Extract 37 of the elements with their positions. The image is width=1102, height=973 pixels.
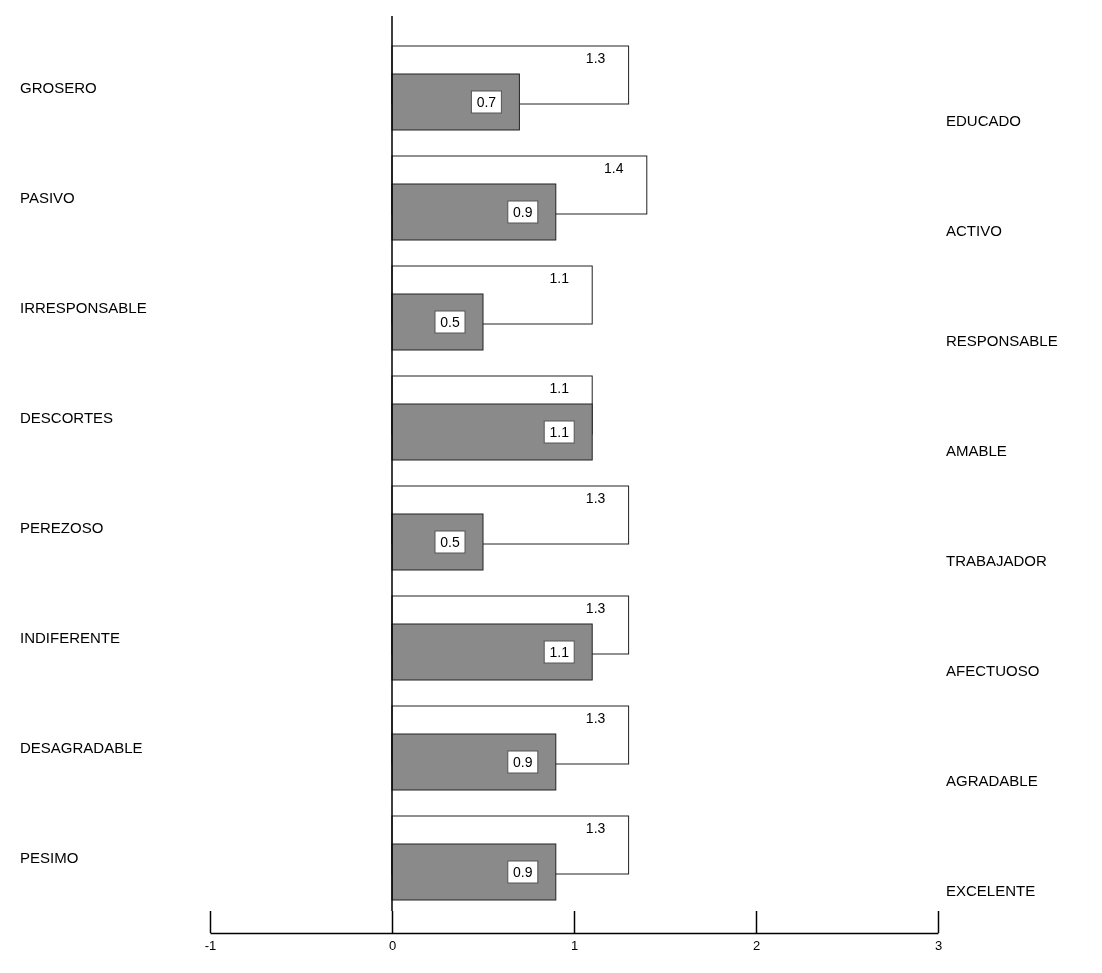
y-tick-label: IRRESPONSABLE bbox=[20, 299, 147, 316]
y2-tick-label: ACTIVO bbox=[946, 222, 1002, 239]
x-tick-label: 0 bbox=[388, 938, 397, 954]
data-label: 1.4 bbox=[604, 160, 624, 176]
data-label: 0.9 bbox=[513, 754, 533, 770]
y-tick-label: PESIMO bbox=[20, 849, 79, 866]
data-label: 0.9 bbox=[513, 864, 533, 880]
y2-tick-label: RESPONSABLE bbox=[946, 332, 1058, 349]
y-tick-label: PASIVO bbox=[20, 189, 75, 206]
x-tick-label: -1 bbox=[204, 938, 217, 954]
data-label: 1.1 bbox=[549, 380, 570, 396]
y2-tick-label: AGRADABLE bbox=[946, 772, 1038, 789]
y2-tick-label: AFECTUOSO bbox=[946, 662, 1040, 679]
data-label: 0.5 bbox=[440, 534, 460, 550]
data-label: 0.9 bbox=[513, 204, 533, 220]
y-tick-label: GROSERO bbox=[20, 79, 97, 96]
y2-tick-label: EXCELENTE bbox=[946, 882, 1036, 899]
x-tick-label: 1 bbox=[570, 938, 579, 954]
y-tick-label: DESAGRADABLE bbox=[20, 739, 143, 756]
data-label: 1.3 bbox=[585, 490, 606, 506]
data-label: 1.3 bbox=[585, 600, 606, 616]
data-label: 1.1 bbox=[549, 270, 570, 286]
y-tick-label: INDIFERENTE bbox=[20, 629, 121, 646]
y-tick-label: PEREZOSO bbox=[20, 519, 104, 536]
y-tick-label: DESCORTES bbox=[20, 409, 114, 426]
y2-tick-label: TRABAJADOR bbox=[946, 552, 1048, 569]
data-label: 1.3 bbox=[585, 710, 606, 726]
y2-tick-label: EDUCADO bbox=[946, 112, 1022, 129]
data-label: 0.5 bbox=[440, 314, 460, 330]
data-label: 1.1 bbox=[549, 424, 570, 440]
data-label: 1.3 bbox=[585, 50, 606, 66]
x-tick-label: 2 bbox=[752, 938, 761, 954]
data-label: 0.7 bbox=[476, 94, 497, 110]
x-tick-label: 3 bbox=[934, 938, 943, 954]
data-label: 1.1 bbox=[549, 644, 570, 660]
data-label: 1.3 bbox=[585, 820, 606, 836]
y2-tick-label: AMABLE bbox=[946, 442, 1007, 459]
